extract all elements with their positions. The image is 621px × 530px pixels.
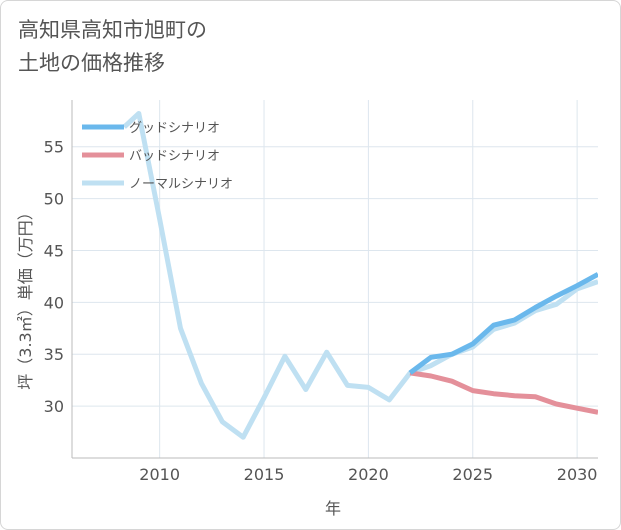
series-line-0 xyxy=(408,272,598,375)
x-tick-label: 2010 xyxy=(139,465,180,484)
y-axis-label: 坪（3.3㎡）単価（万円） xyxy=(16,204,35,389)
y-tick-label: 55 xyxy=(44,138,64,157)
y-tick-label: 45 xyxy=(44,241,64,260)
x-tick-label: 2020 xyxy=(348,465,389,484)
legend-label-2: ノーマルシナリオ xyxy=(129,177,233,192)
legend-label-0: グッドシナリオ xyxy=(129,121,220,136)
series-line-2 xyxy=(122,111,598,440)
x-tick-label: 2015 xyxy=(244,465,285,484)
y-tick-label: 50 xyxy=(44,190,64,209)
chart-title-line-2: 土地の価格推移 xyxy=(18,51,165,75)
series-line-1 xyxy=(409,370,598,415)
y-tick-label: 35 xyxy=(44,345,64,364)
y-tick-label: 30 xyxy=(44,397,64,416)
chart-title: 高知県高知市旭町の 土地の価格推移 xyxy=(18,14,538,80)
y-tick-label: 40 xyxy=(44,293,64,312)
x-tick-label: 2025 xyxy=(452,465,493,484)
x-tick-label: 2030 xyxy=(557,465,598,484)
x-axis-label: 年 xyxy=(325,499,341,518)
chart-title-line-1: 高知県高知市旭町の xyxy=(18,18,207,42)
legend-label-1: バッドシナリオ xyxy=(129,149,220,164)
